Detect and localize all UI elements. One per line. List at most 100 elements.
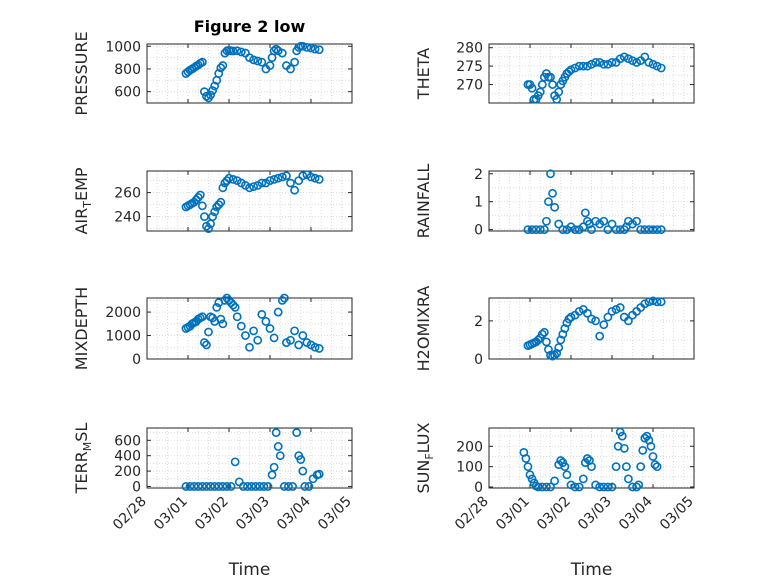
y-tick-label: 200	[456, 439, 483, 455]
data-point	[232, 312, 242, 322]
data-point	[595, 58, 605, 67]
data-point	[552, 348, 562, 358]
data-point	[298, 171, 308, 181]
data-point	[539, 225, 549, 235]
data-point	[251, 482, 261, 491]
data-point	[574, 61, 584, 71]
data-point	[648, 452, 658, 461]
data-point	[554, 343, 564, 352]
data-point	[228, 46, 238, 56]
data-point	[652, 225, 662, 235]
y-tick-label: 800	[114, 62, 141, 78]
data-point	[560, 462, 570, 472]
axes-frame	[488, 170, 695, 232]
data-point	[615, 54, 625, 64]
data-point	[523, 462, 533, 472]
data-point	[279, 482, 289, 491]
y-tick-label: 2000	[105, 305, 141, 321]
data-point	[583, 61, 592, 71]
data-point	[624, 474, 633, 484]
axes-frame	[488, 43, 695, 104]
y-axis-label: H2OMIXRA	[414, 286, 433, 372]
x-tick-label: 03/04	[616, 493, 656, 533]
y-tick-label: 200	[114, 464, 141, 480]
subplot-theta: 270 275 280 THETA	[414, 41, 695, 104]
x-axis-label: Time	[570, 560, 613, 580]
data-point	[243, 482, 252, 491]
data-point	[249, 326, 258, 336]
x-tick-label: 03/02	[534, 494, 574, 534]
data-point	[574, 482, 584, 492]
data-point	[255, 482, 265, 491]
data-point	[533, 335, 543, 345]
axes-frame	[488, 427, 695, 489]
data-point	[269, 46, 279, 56]
data-point	[544, 197, 553, 207]
data-point	[195, 190, 205, 200]
data-point	[302, 43, 312, 52]
y-tick-label: 260	[114, 186, 141, 202]
data-point	[230, 457, 240, 467]
data-point	[611, 305, 621, 314]
data-point	[615, 303, 625, 312]
data-point	[611, 225, 621, 235]
x-tick-label: 02/28	[452, 494, 492, 534]
data-point	[607, 219, 617, 229]
data-point	[638, 445, 648, 455]
data-point	[228, 174, 238, 184]
data-point	[292, 428, 302, 438]
data-point	[566, 312, 576, 322]
subplot-rainfall: 0 1 2 RAINFALL	[414, 164, 695, 239]
data-point	[257, 310, 267, 319]
data-point	[193, 192, 203, 202]
data-point	[204, 224, 213, 233]
data-point	[253, 56, 263, 66]
data-point	[542, 216, 551, 226]
data-point	[263, 482, 273, 491]
data-point	[269, 333, 279, 343]
data-point	[290, 185, 299, 195]
data-point	[218, 319, 228, 329]
data-point	[648, 296, 658, 306]
data-point	[310, 173, 320, 183]
data-point	[570, 225, 580, 235]
data-point	[634, 480, 644, 490]
data-point	[632, 482, 641, 492]
data-point	[245, 183, 254, 193]
data-point	[261, 317, 271, 326]
data-point	[648, 225, 658, 235]
data-point	[527, 225, 537, 235]
data-point	[277, 172, 287, 182]
data-point	[646, 441, 656, 451]
data-point	[599, 482, 609, 492]
data-point	[279, 293, 289, 303]
data-point	[542, 337, 551, 347]
data-point	[570, 63, 580, 73]
data-point	[284, 482, 293, 491]
data-point	[644, 225, 654, 235]
data-point	[273, 442, 283, 451]
subplot-air-temp: 240 260 AIRTEMP	[72, 167, 353, 235]
axes-frame	[146, 427, 353, 489]
data-point	[546, 482, 555, 492]
data-point	[542, 482, 551, 492]
data-point	[281, 171, 291, 181]
data-point	[535, 225, 545, 235]
data-point	[314, 344, 324, 353]
data-point	[644, 58, 654, 67]
data-point	[298, 41, 308, 51]
data-point	[296, 455, 306, 464]
data-point	[544, 345, 553, 354]
data-point	[269, 174, 279, 184]
data-point	[310, 342, 320, 352]
data-point	[603, 312, 613, 322]
y-tick-label: 0	[474, 480, 483, 496]
data-point	[619, 52, 629, 62]
x-tick-label: 03/03	[233, 494, 273, 534]
y-tick-label: 1000	[105, 39, 141, 55]
data-point	[587, 59, 596, 69]
data-point	[294, 340, 304, 350]
axes-frame	[146, 43, 353, 104]
data-point	[214, 200, 224, 209]
data-point	[218, 61, 228, 70]
